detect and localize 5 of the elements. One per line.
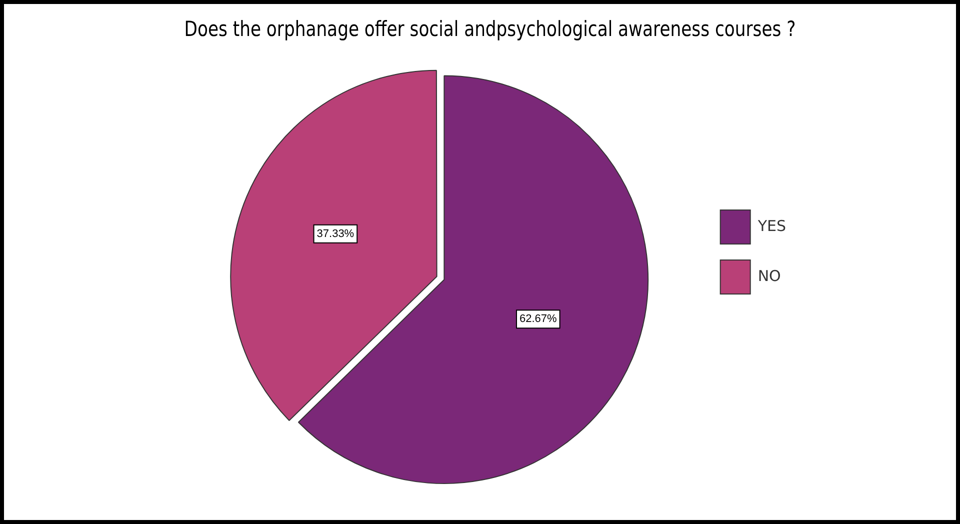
- legend-label: NO: [758, 266, 781, 285]
- data-label: 37.33%: [316, 228, 354, 240]
- legend-label: YES: [756, 216, 786, 235]
- chart-title: Does the orphanage offer social andpsychological awareness courses ?: [184, 16, 796, 42]
- data-label: 62.67%: [519, 313, 558, 326]
